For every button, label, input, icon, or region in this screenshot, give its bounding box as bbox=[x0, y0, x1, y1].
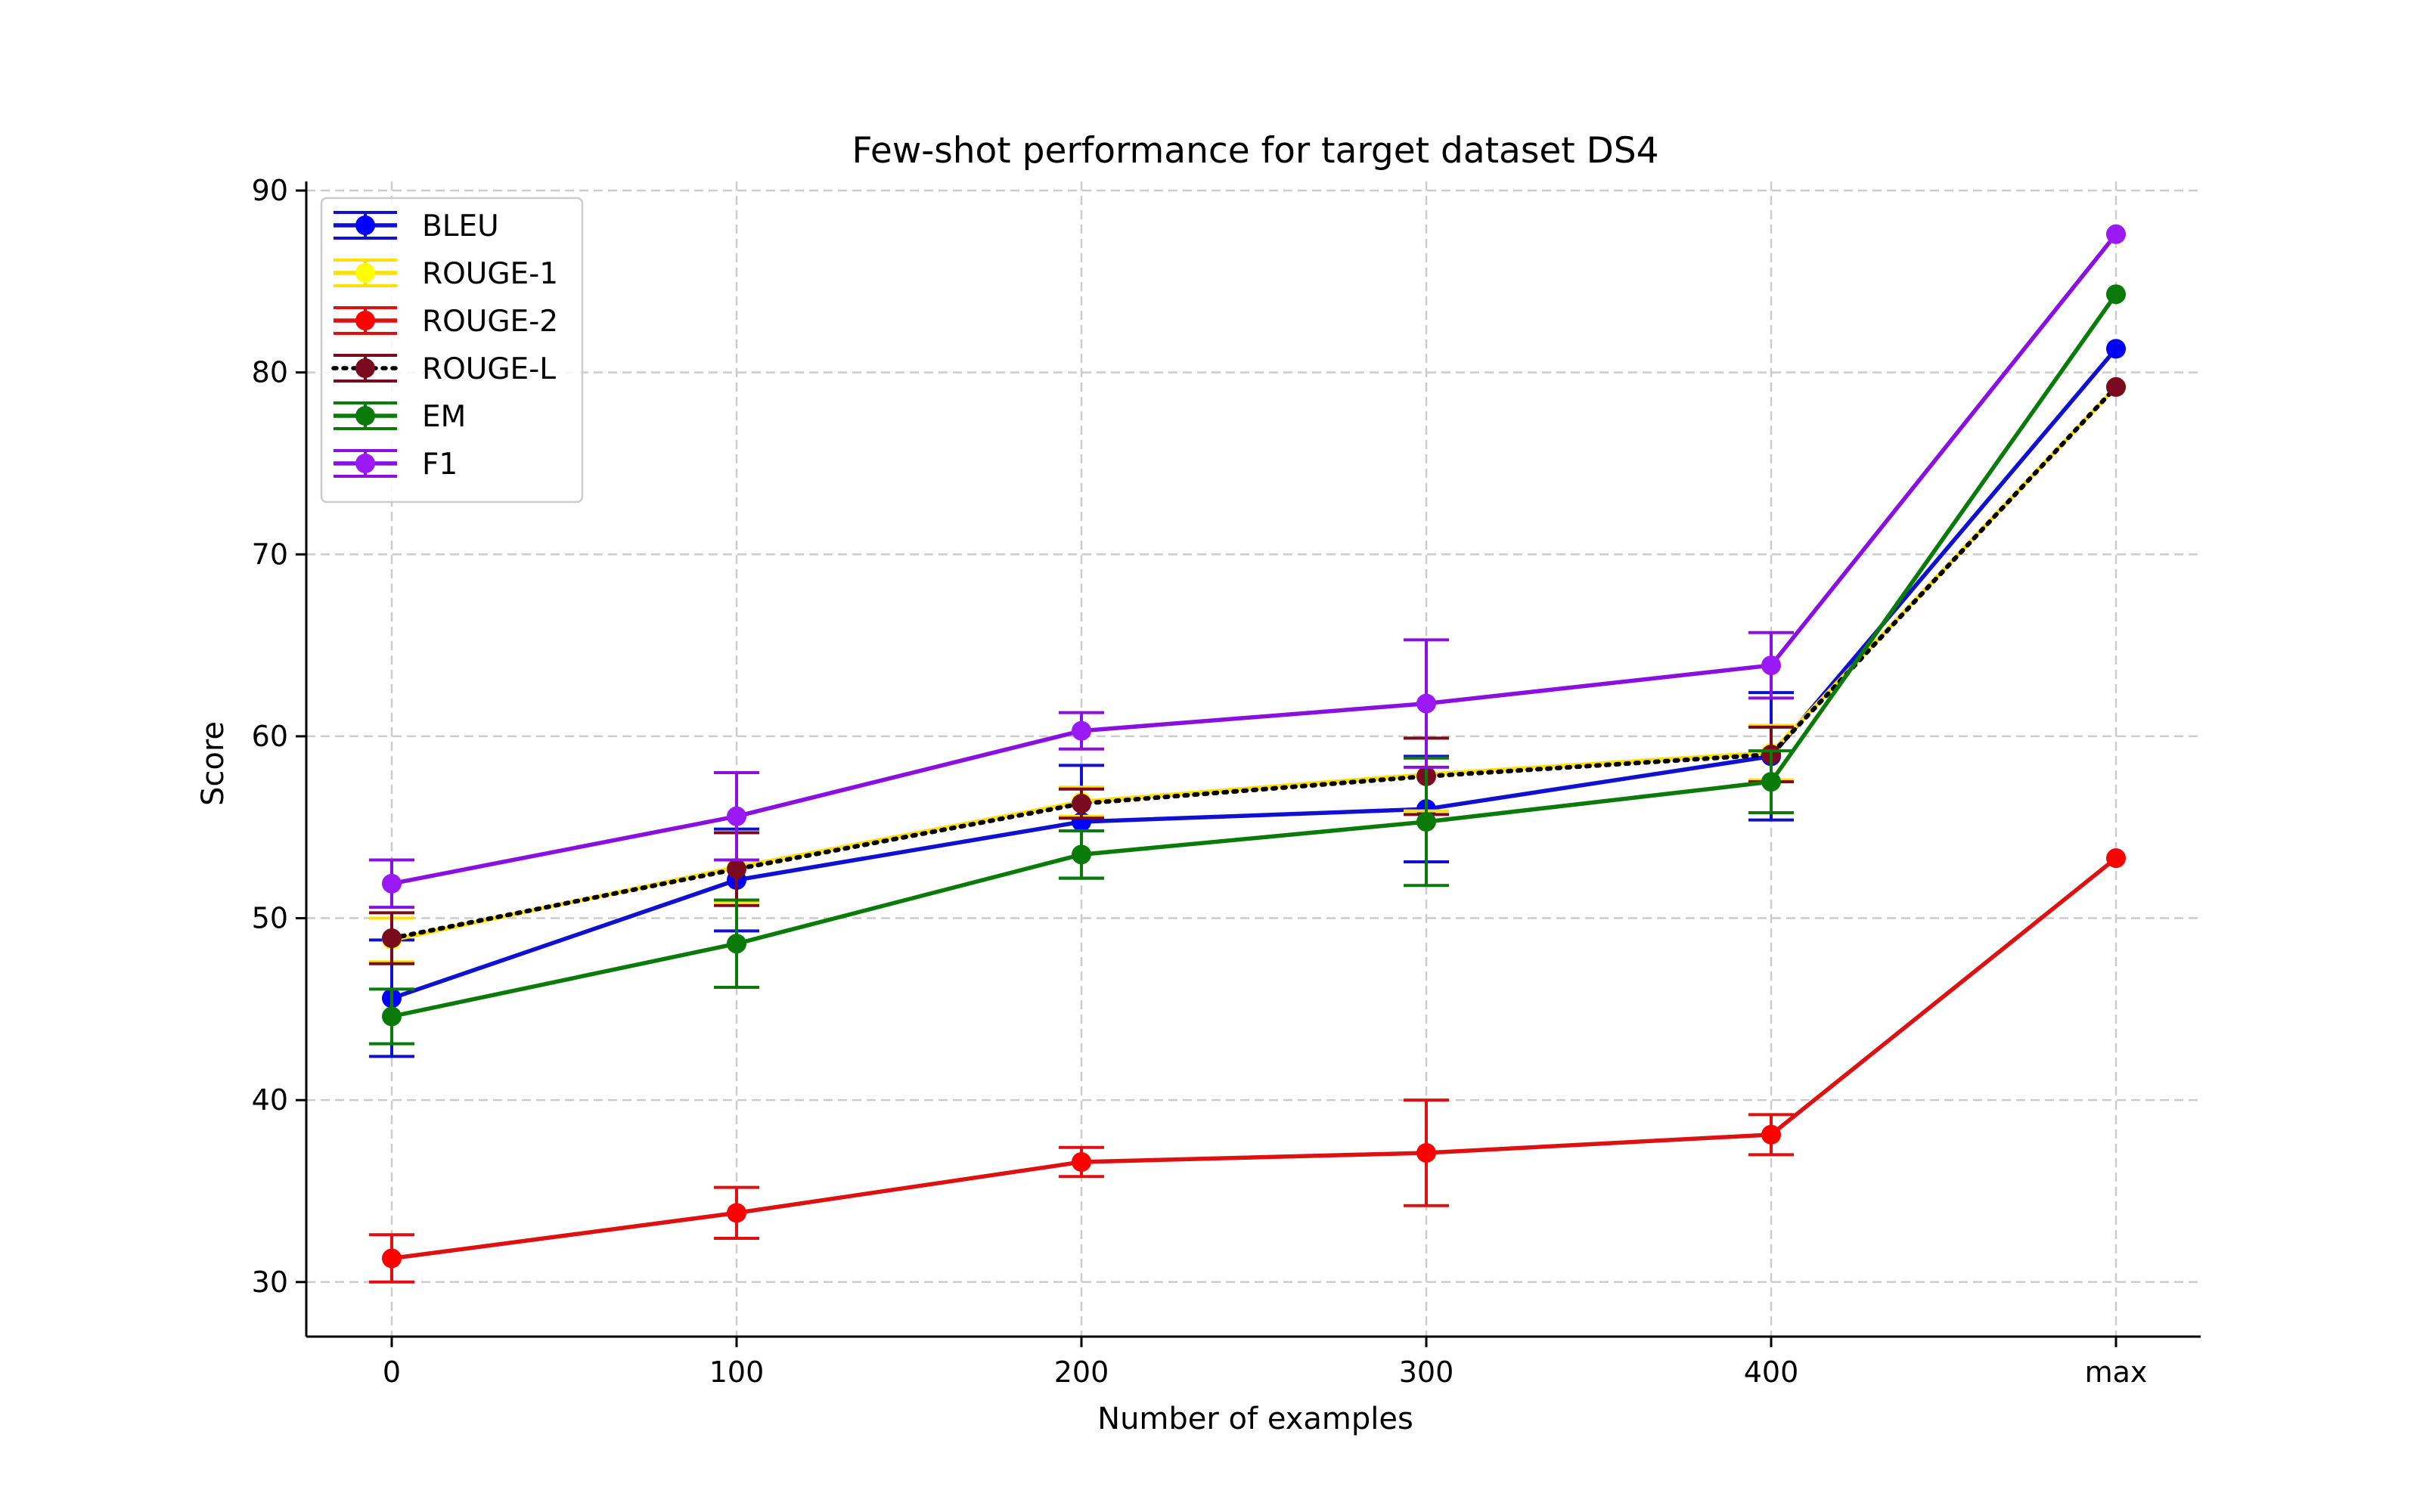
data-point-f1 bbox=[1072, 720, 1091, 741]
x-tick-label: 400 bbox=[1744, 1356, 1799, 1389]
y-tick-label: 90 bbox=[252, 174, 288, 207]
legend-marker-rouge-1 bbox=[355, 263, 375, 283]
x-tick-label: max bbox=[2085, 1356, 2148, 1389]
tick-labels: 30 40 50 60 70 80 90 0 100 200 300 400 max bbox=[252, 174, 2148, 1389]
x-tick-label: 200 bbox=[1054, 1356, 1109, 1389]
legend-item-bleu: BLEU bbox=[334, 209, 499, 243]
series-rouge-2 bbox=[369, 848, 2126, 1284]
data-point-rouge-2 bbox=[727, 1203, 746, 1223]
legend-item-f1: F1 bbox=[334, 448, 458, 482]
series-line-em bbox=[391, 293, 2118, 1019]
data-point-rouge-2 bbox=[1416, 1142, 1436, 1163]
series-line-f1 bbox=[391, 233, 2118, 886]
legend-label-bleu: BLEU bbox=[422, 209, 499, 243]
series-line-rouge-2 bbox=[391, 856, 2118, 1261]
legend-label-rouge-2: ROUGE-2 bbox=[422, 305, 558, 339]
data-point-f1 bbox=[1761, 655, 1781, 676]
data-point-rouge-l bbox=[727, 859, 746, 879]
data-point-f1 bbox=[1416, 693, 1436, 714]
legend: BLEU ROUGE-1 ROUGE-2 ROUGE-L EM F1 bbox=[320, 197, 584, 503]
data-point-rouge-2 bbox=[1072, 1151, 1091, 1172]
x-axis-label: Number of examples bbox=[1097, 1402, 1413, 1436]
y-tick-label: 30 bbox=[252, 1266, 288, 1299]
series-group bbox=[369, 224, 2126, 1284]
series-em bbox=[369, 284, 2126, 1046]
data-point-em bbox=[1761, 772, 1781, 792]
series-rouge-1 bbox=[369, 376, 2126, 964]
data-point-em bbox=[2106, 284, 2126, 305]
data-point-em bbox=[1072, 844, 1091, 865]
y-tick-label: 80 bbox=[252, 356, 288, 389]
x-tick-label: 100 bbox=[709, 1356, 765, 1389]
legend-marker-f1 bbox=[355, 454, 375, 473]
data-point-rouge-l bbox=[382, 928, 402, 949]
data-point-f1 bbox=[727, 806, 746, 826]
legend-marker-bleu bbox=[355, 215, 375, 235]
data-point-rouge-2 bbox=[2106, 848, 2126, 869]
legend-label-rouge-1: ROUGE-1 bbox=[422, 257, 558, 291]
y-tick-label: 70 bbox=[252, 538, 288, 571]
y-tick-label: 60 bbox=[252, 720, 288, 753]
series-bleu bbox=[369, 339, 2126, 1058]
data-point-bleu bbox=[2106, 339, 2126, 359]
legend-marker-em bbox=[355, 406, 375, 426]
legend-item-rouge-l: ROUGE-L bbox=[331, 352, 556, 386]
y-tick-label: 50 bbox=[252, 902, 288, 935]
legend-item-em: EM bbox=[334, 400, 466, 434]
data-point-em bbox=[382, 1006, 402, 1027]
data-point-rouge-l bbox=[1072, 793, 1091, 813]
chart-title: Few-shot performance for target dataset … bbox=[852, 130, 1658, 172]
legend-item-rouge-1: ROUGE-1 bbox=[334, 257, 558, 291]
data-point-rouge-2 bbox=[1761, 1124, 1781, 1145]
grid bbox=[306, 181, 2201, 1337]
series-f1 bbox=[369, 224, 2126, 909]
y-axis-label: Score bbox=[196, 721, 231, 806]
legend-label-rouge-l: ROUGE-L bbox=[422, 352, 556, 386]
legend-marker-rouge-2 bbox=[355, 311, 375, 330]
data-point-f1 bbox=[2106, 224, 2126, 244]
series-line-rouge-l bbox=[389, 384, 2118, 941]
legend-marker-rouge-l bbox=[355, 358, 375, 378]
data-point-em bbox=[1416, 812, 1436, 832]
y-tick-label: 40 bbox=[252, 1083, 288, 1117]
data-point-em bbox=[727, 934, 746, 954]
data-point-f1 bbox=[382, 873, 402, 894]
x-tick-label: 300 bbox=[1399, 1356, 1454, 1389]
series-line-bleu bbox=[391, 347, 2118, 1001]
series-line-rouge-1 bbox=[391, 386, 2118, 943]
legend-label-f1: F1 bbox=[422, 448, 458, 482]
legend-item-rouge-2: ROUGE-2 bbox=[334, 305, 558, 339]
axes bbox=[296, 181, 2201, 1347]
x-tick-label: 0 bbox=[383, 1356, 401, 1389]
series-rouge-l bbox=[369, 376, 2126, 965]
data-point-rouge-2 bbox=[382, 1248, 402, 1269]
data-point-rouge-l bbox=[2106, 376, 2126, 397]
legend-label-em: EM bbox=[422, 400, 466, 434]
